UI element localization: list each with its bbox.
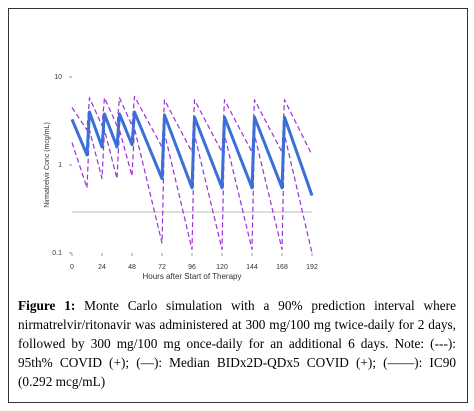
caption: Figure 1: Monte Carlo simulation with a … <box>18 296 456 391</box>
x-tick-label: 72 <box>158 264 166 271</box>
x-tick-label: 48 <box>128 264 136 271</box>
y-tick-label: 0.1 <box>52 250 62 257</box>
x-tick-label: 120 <box>216 264 228 271</box>
median-line <box>70 110 314 197</box>
x-tick-label: 96 <box>188 264 196 271</box>
y-tick-label: 1 <box>58 162 62 169</box>
x-tick-label: 144 <box>246 264 258 271</box>
caption-label: Figure 1: <box>18 298 76 313</box>
caption-text: Monte Carlo simulation with a 90% predic… <box>18 298 457 389</box>
x-tick-label: 0 <box>70 264 74 271</box>
chart: Nirmatrelvir Conc (mcg/mL) Hours after S… <box>44 74 318 281</box>
interval-line <box>71 95 313 156</box>
x-tick-label: 168 <box>276 264 288 271</box>
x-tick-label: 24 <box>98 264 106 271</box>
figure-frame <box>8 8 468 403</box>
y-tick-label: 10 <box>54 74 62 81</box>
x-tick-label: 192 <box>306 264 318 271</box>
x-axis-label: Hours after Start of Therapy <box>142 272 241 281</box>
y-axis-label: Nirmatrelvir Conc (mcg/mL) <box>44 122 51 208</box>
